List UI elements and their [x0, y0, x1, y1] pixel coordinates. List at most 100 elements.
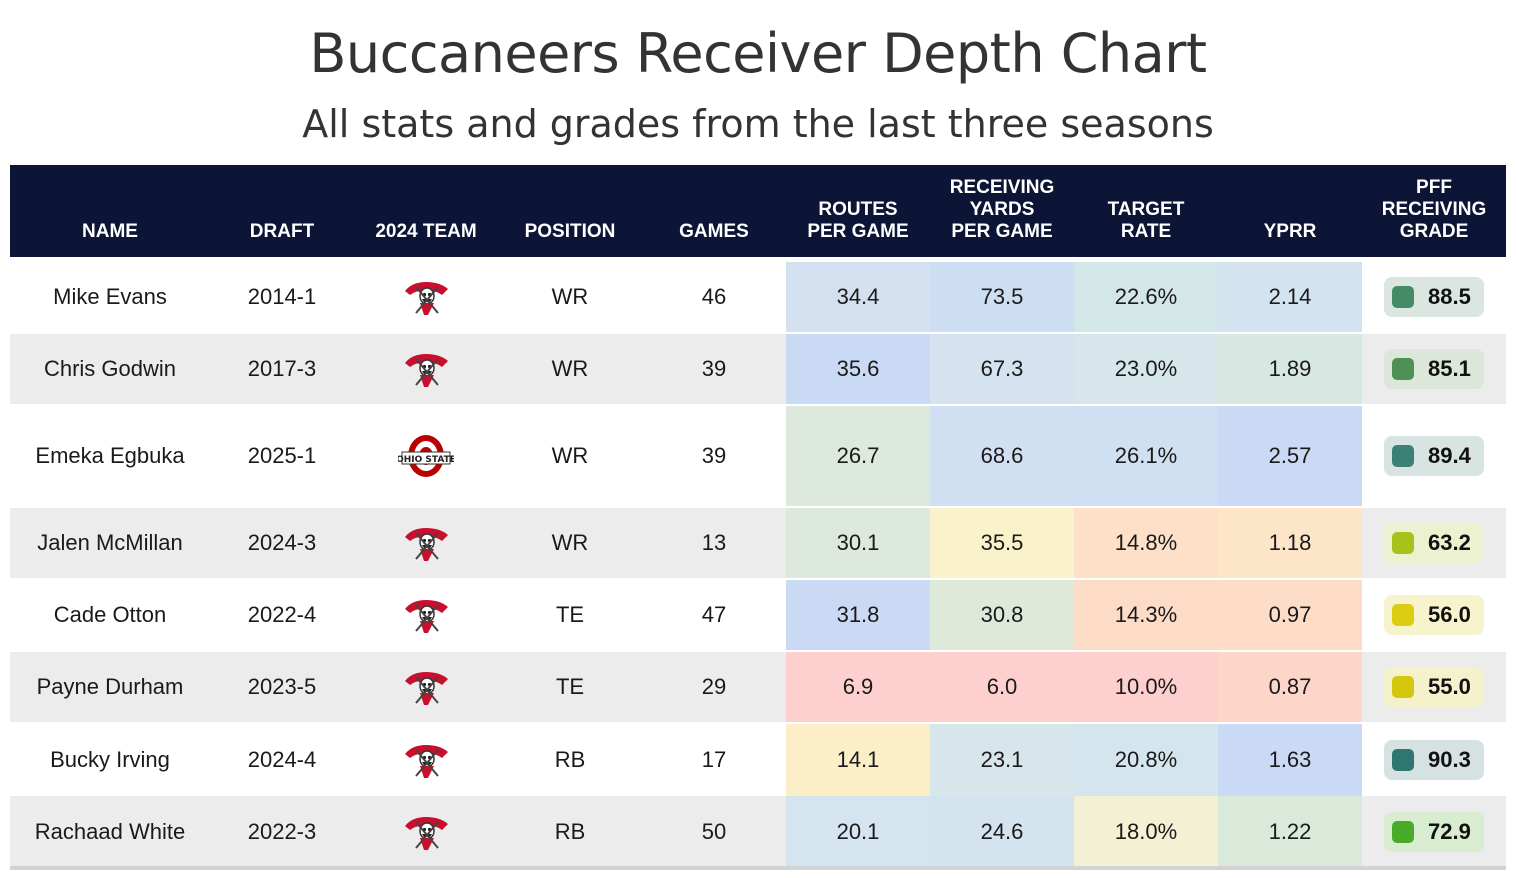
table-row: Payne Durham 2023-5 TE 29 6.9 6.0 10.0% 0.87 55.… [10, 652, 1506, 722]
cell-routes: 20.1 [786, 796, 930, 868]
buccaneers-logo [356, 334, 496, 404]
cell-draft: 2024-3 [247, 530, 317, 555]
cell-games: 13 [701, 530, 727, 555]
cell-target: 10.0% [1074, 652, 1218, 722]
cell-games: 17 [701, 747, 727, 772]
grade-swatch [1392, 676, 1414, 698]
grade-value: 89.4 [1428, 443, 1471, 468]
cell-games: 39 [701, 356, 727, 381]
header-target: TARGET RATE [1107, 199, 1185, 242]
header-position: POSITION [524, 221, 616, 242]
cell-grade: 85.1 [1362, 334, 1506, 404]
cell-position: RB [554, 819, 586, 844]
grade-value: 72.9 [1428, 819, 1471, 844]
cell-yards: 24.6 [930, 796, 1074, 868]
cell-draft: 2017-3 [247, 356, 317, 381]
header-routes: ROUTES PER GAME [807, 199, 909, 242]
cell-games: 46 [701, 284, 727, 309]
cell-draft: 2023-5 [247, 674, 317, 699]
grade-swatch [1392, 749, 1414, 771]
cell-name: Payne Durham [36, 674, 184, 699]
chart-subtitle: All stats and grades from the last three… [302, 102, 1214, 146]
grade-swatch [1392, 286, 1414, 308]
header-draft: DRAFT [249, 221, 315, 242]
grade-pill: 90.3 [1384, 740, 1484, 780]
cell-name: Chris Godwin [43, 356, 177, 381]
cell-grade: 72.9 [1362, 796, 1506, 868]
table-row: Chris Godwin 2017-3 WR 39 35.6 67.3 23.0% 1.89 8… [10, 334, 1506, 404]
cell-yprr: 1.89 [1218, 334, 1362, 404]
cell-draft: 2025-1 [247, 443, 317, 468]
chart-title: Buccaneers Receiver Depth Chart [309, 22, 1207, 85]
ohio-state-logo: OHIO STATE [356, 406, 496, 506]
table-header: NAME DRAFT 2024 TEAM POSITION GAMES ROUTES PE… [10, 165, 1506, 257]
cell-position: WR [551, 530, 589, 555]
table-row: Rachaad White 2022-3 RB 50 20.1 24.6 18.0% 1.22… [10, 796, 1506, 868]
table-row: Cade Otton 2022-4 TE 47 31.8 30.8 14.3% 0.97 56.… [10, 580, 1506, 650]
cell-name: Jalen McMillan [37, 530, 183, 555]
grade-swatch [1392, 358, 1414, 380]
cell-yprr: 1.63 [1218, 724, 1362, 796]
cell-target: 14.3% [1074, 580, 1218, 650]
cell-target: 14.8% [1074, 508, 1218, 578]
cell-target: 18.0% [1074, 796, 1218, 868]
grade-value: 55.0 [1428, 674, 1471, 699]
cell-position: WR [551, 443, 589, 468]
buccaneers-logo [356, 508, 496, 578]
cell-target: 20.8% [1074, 724, 1218, 796]
cell-yprr: 0.87 [1218, 652, 1362, 722]
cell-routes: 30.1 [786, 508, 930, 578]
cell-yards: 6.0 [930, 652, 1074, 722]
cell-games: 39 [701, 443, 727, 468]
buccaneers-logo [356, 724, 496, 796]
cell-position: WR [551, 356, 589, 381]
cell-yprr: 1.22 [1218, 796, 1362, 868]
grade-swatch [1392, 604, 1414, 626]
cell-routes: 31.8 [786, 580, 930, 650]
grade-value: 56.0 [1428, 602, 1471, 627]
grade-value: 85.1 [1428, 356, 1471, 381]
cell-position: RB [554, 747, 586, 772]
cell-yards: 30.8 [930, 580, 1074, 650]
cell-games: 47 [701, 602, 727, 627]
table-row: Jalen McMillan 2024-3 WR 13 30.1 35.5 14.8% 1.1… [10, 508, 1506, 578]
header-grade: PFF RECEIVING GRADE [1381, 177, 1487, 242]
cell-yprr: 2.57 [1218, 406, 1362, 506]
buccaneers-logo [356, 262, 496, 332]
cell-position: TE [555, 674, 585, 699]
cell-grade: 89.4 [1362, 406, 1506, 506]
header-name: NAME [82, 221, 138, 242]
table-row: Emeka Egbuka 2025-1 OHIO STATE WR 39 26.7 68.6… [10, 406, 1506, 506]
cell-routes: 14.1 [786, 724, 930, 796]
header-yprr: YPRR [1263, 221, 1317, 242]
grade-value: 88.5 [1428, 284, 1471, 309]
cell-target: 26.1% [1074, 406, 1218, 506]
cell-grade: 56.0 [1362, 580, 1506, 650]
cell-draft: 2014-1 [247, 284, 317, 309]
cell-routes: 35.6 [786, 334, 930, 404]
table-row: Bucky Irving 2024-4 RB 17 14.1 23.1 20.8% 1.63 9… [10, 724, 1506, 796]
grade-pill: 89.4 [1384, 436, 1484, 476]
grade-pill: 85.1 [1384, 349, 1484, 389]
buccaneers-logo [356, 580, 496, 650]
cell-name: Emeka Egbuka [35, 443, 185, 468]
cell-grade: 90.3 [1362, 724, 1506, 796]
grade-pill: 55.0 [1384, 667, 1484, 707]
grade-pill: 63.2 [1384, 523, 1484, 563]
cell-games: 29 [701, 674, 727, 699]
cell-draft: 2024-4 [247, 747, 317, 772]
cell-name: Cade Otton [53, 602, 167, 627]
grade-pill: 88.5 [1384, 277, 1484, 317]
grade-swatch [1392, 532, 1414, 554]
grade-pill: 56.0 [1384, 595, 1484, 635]
cell-grade: 63.2 [1362, 508, 1506, 578]
cell-name: Rachaad White [34, 819, 186, 844]
cell-position: TE [555, 602, 585, 627]
cell-routes: 26.7 [786, 406, 930, 506]
cell-yards: 35.5 [930, 508, 1074, 578]
cell-position: WR [551, 284, 589, 309]
grade-swatch [1392, 821, 1414, 843]
header-yards: RECEIVING YARDS PER GAME [949, 177, 1055, 242]
cell-yprr: 1.18 [1218, 508, 1362, 578]
cell-grade: 88.5 [1362, 262, 1506, 332]
